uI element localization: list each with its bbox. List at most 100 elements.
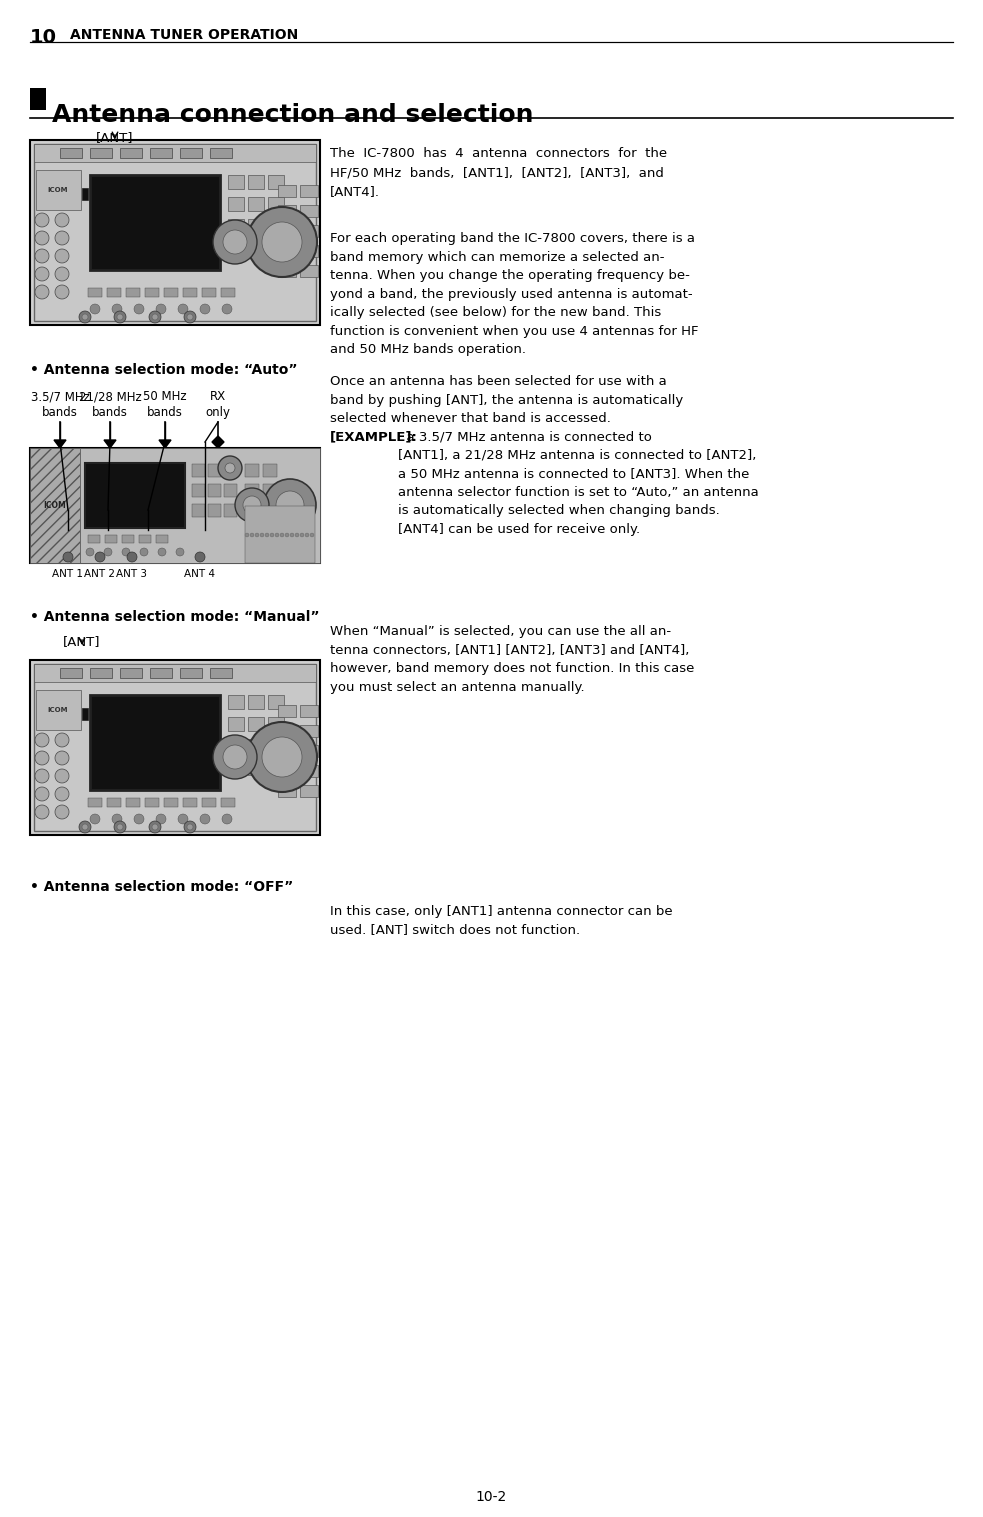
Circle shape [35, 249, 49, 262]
Bar [164, 798, 178, 807]
Circle shape [149, 821, 161, 833]
Circle shape [184, 311, 196, 323]
Circle shape [223, 745, 247, 769]
Circle shape [264, 479, 316, 531]
Bar [90, 667, 112, 678]
Text: • Antenna selection mode: “Manual”: • Antenna selection mode: “Manual” [30, 610, 319, 623]
Bar [192, 504, 205, 517]
Bar [228, 695, 244, 708]
Circle shape [55, 249, 69, 262]
Bar [105, 536, 117, 543]
Bar [300, 205, 318, 217]
Circle shape [255, 532, 259, 537]
Circle shape [310, 532, 314, 537]
Bar [263, 484, 277, 498]
Bar [164, 288, 178, 297]
Bar [224, 504, 237, 517]
Text: The  IC-7800  has  4  antenna  connectors  for  the
HF/50 MHz  bands,  [ANT1],  : The IC-7800 has 4 antenna connectors for… [330, 147, 667, 199]
Bar [183, 798, 197, 807]
Circle shape [140, 548, 148, 557]
Bar [34, 144, 316, 162]
Bar [183, 288, 197, 297]
Text: 3.5/7 MHz
bands: 3.5/7 MHz bands [30, 390, 89, 419]
Text: a 3.5/7 MHz antenna is connected to
[ANT1], a 21/28 MHz antenna is connected to : a 3.5/7 MHz antenna is connected to [ANT… [398, 429, 759, 536]
Circle shape [243, 496, 261, 514]
Circle shape [275, 532, 279, 537]
Circle shape [35, 769, 49, 783]
Bar [268, 174, 284, 190]
Text: • Antenna selection mode: “Auto”: • Antenna selection mode: “Auto” [30, 363, 298, 378]
Bar [268, 695, 284, 708]
Bar [30, 88, 46, 111]
Text: For each operating band the IC-7800 covers, there is a
band memory which can mem: For each operating band the IC-7800 cove… [330, 232, 699, 356]
Circle shape [95, 552, 105, 561]
Circle shape [112, 303, 122, 314]
Circle shape [200, 815, 210, 824]
Circle shape [247, 722, 317, 792]
Bar [150, 149, 172, 158]
Text: • Antenna selection mode: “OFF”: • Antenna selection mode: “OFF” [30, 880, 293, 894]
Circle shape [245, 532, 249, 537]
Text: ANTENNA TUNER OPERATION: ANTENNA TUNER OPERATION [70, 27, 298, 42]
Circle shape [290, 532, 294, 537]
Text: [EXAMPLE]:: [EXAMPLE]: [330, 429, 418, 443]
Bar [224, 464, 237, 476]
Circle shape [63, 552, 73, 561]
Circle shape [55, 212, 69, 228]
Bar [278, 265, 296, 278]
Bar [60, 149, 82, 158]
Bar [300, 225, 318, 237]
Bar [120, 149, 142, 158]
Bar [34, 664, 316, 831]
Bar [208, 484, 221, 498]
Circle shape [127, 552, 137, 561]
Bar [34, 664, 316, 683]
Bar [263, 464, 277, 476]
Bar [202, 288, 216, 297]
Bar [278, 705, 296, 718]
Circle shape [55, 285, 69, 299]
Circle shape [223, 231, 247, 253]
Bar [34, 144, 316, 322]
Circle shape [134, 303, 144, 314]
Circle shape [35, 285, 49, 299]
Bar [245, 484, 259, 498]
Text: ICOM: ICOM [43, 501, 67, 510]
Bar [88, 536, 100, 543]
Circle shape [79, 311, 91, 323]
Circle shape [280, 532, 284, 537]
Bar [300, 725, 318, 737]
Bar [248, 695, 264, 708]
Circle shape [82, 824, 88, 830]
Circle shape [260, 532, 264, 537]
Bar [300, 784, 318, 796]
Bar [268, 718, 284, 731]
Bar [300, 246, 318, 256]
Bar [300, 705, 318, 718]
Circle shape [114, 821, 126, 833]
Bar [300, 265, 318, 278]
Circle shape [122, 548, 130, 557]
Circle shape [213, 220, 257, 264]
Bar [202, 798, 216, 807]
Text: In this case, only [ANT1] antenna connector can be
used. [ANT] switch does not f: In this case, only [ANT1] antenna connec… [330, 906, 672, 936]
Circle shape [149, 311, 161, 323]
Bar [150, 667, 172, 678]
Circle shape [35, 806, 49, 819]
Bar [80, 448, 320, 563]
Circle shape [35, 231, 49, 246]
Circle shape [90, 815, 100, 824]
Text: ANT 1: ANT 1 [52, 569, 84, 579]
Bar [248, 197, 264, 211]
Text: 10-2: 10-2 [476, 1490, 506, 1503]
Circle shape [250, 532, 254, 537]
Bar [263, 504, 277, 517]
Bar [107, 288, 121, 297]
Circle shape [55, 769, 69, 783]
Circle shape [152, 824, 158, 830]
Bar [145, 798, 159, 807]
Bar [228, 739, 244, 752]
Bar [36, 170, 81, 209]
Text: ANT 4: ANT 4 [185, 569, 215, 579]
Bar [210, 149, 232, 158]
